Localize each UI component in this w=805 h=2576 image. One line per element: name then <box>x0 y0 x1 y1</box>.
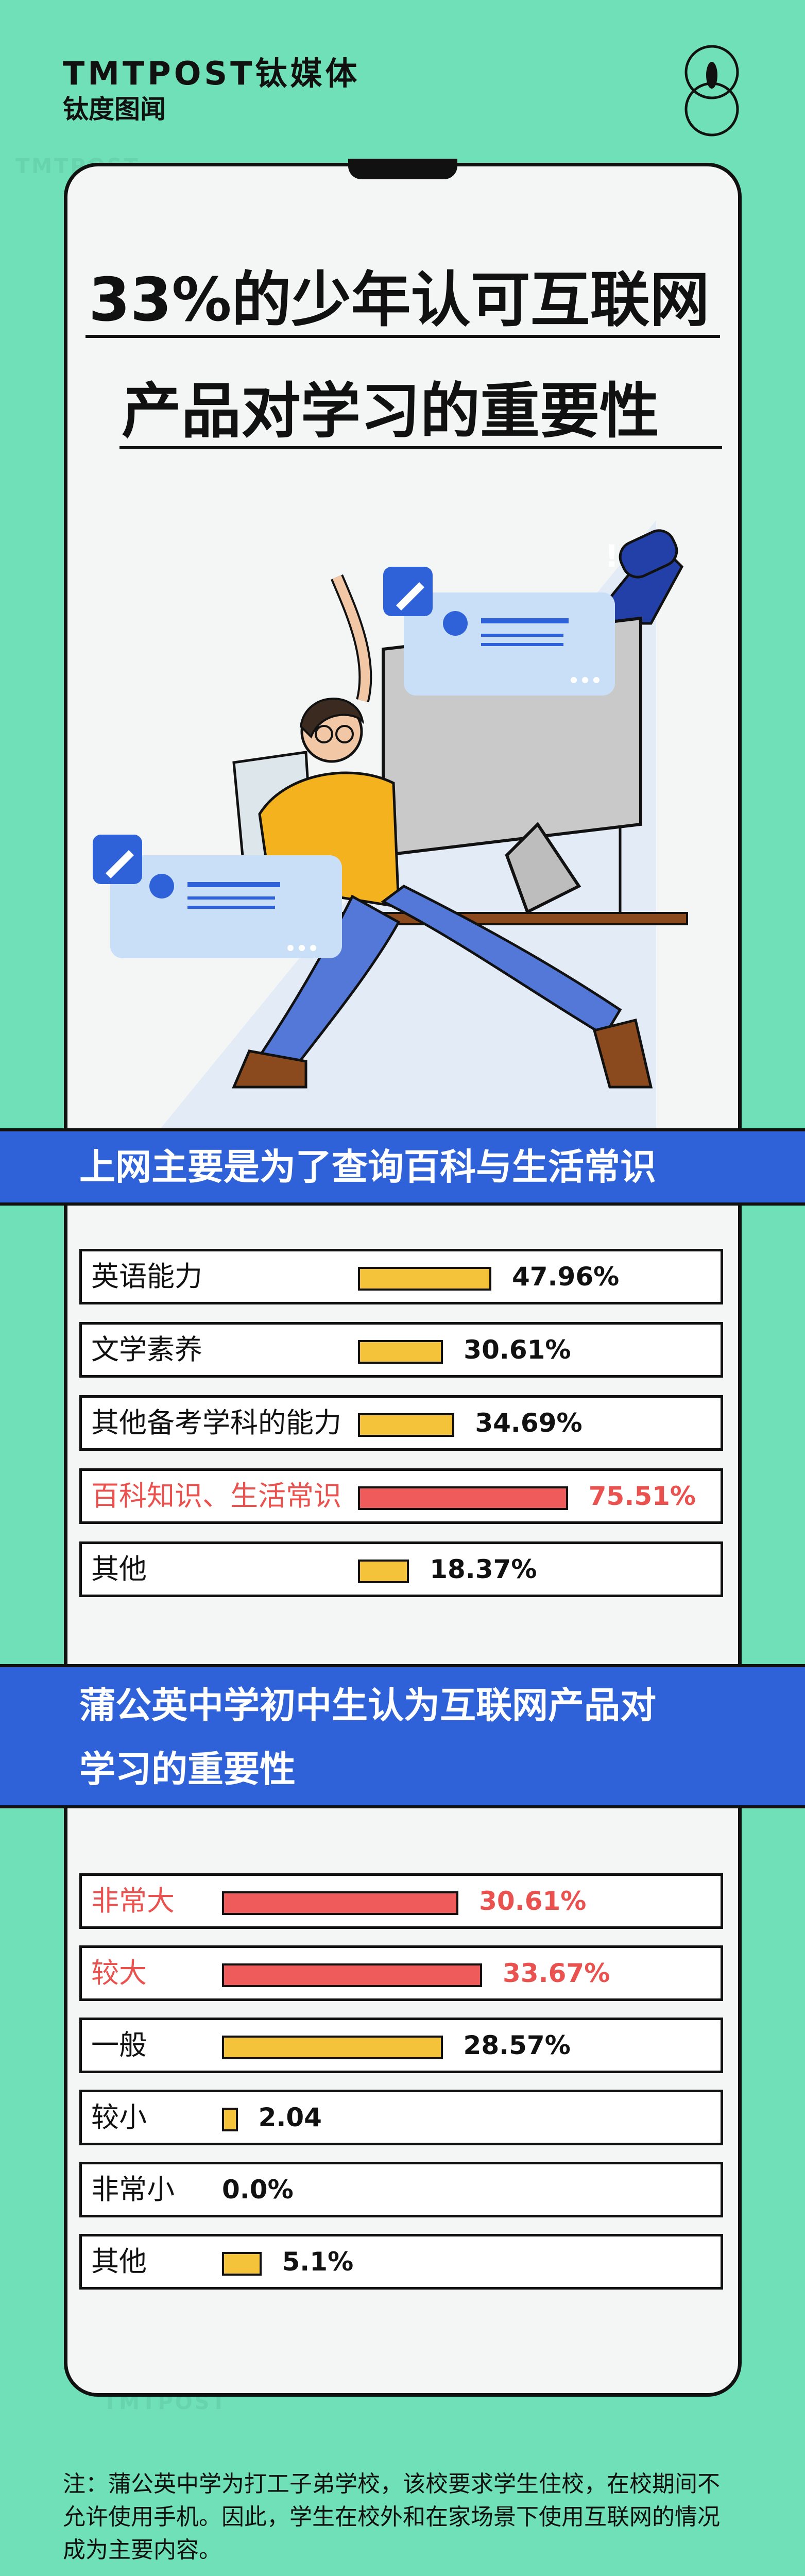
value-label: 75.51% <box>588 1481 696 1511</box>
bar <box>358 1413 455 1437</box>
chat-card-icon <box>383 567 615 696</box>
footnote: 注：蒲公英中学为打工子弟学校，该校要求学生住校，在校期间不 允许使用手机。因此，… <box>63 2468 743 2567</box>
value-label: 5.1% <box>282 2247 354 2277</box>
section1-heading: 上网主要是为了查询百科与生活常识 <box>0 1128 805 1206</box>
category-label: 英语能力 <box>91 1260 202 1293</box>
chart-row: 较大 33.67% <box>79 1945 723 2001</box>
chart-row: 非常大 30.61% <box>79 1873 723 1929</box>
svg-text:!: ! <box>605 538 619 574</box>
chart-row: 英语能力 47.96% <box>79 1249 723 1304</box>
title-underline <box>85 335 720 338</box>
category-label: 百科知识、生活常识 <box>91 1480 341 1512</box>
bar <box>222 1891 459 1915</box>
chart-row: 其他 5.1% <box>79 2234 723 2290</box>
bar <box>222 2108 238 2131</box>
category-label: 其他 <box>91 1553 147 1585</box>
title-underline <box>119 446 722 449</box>
chart-row: 其他备考学科的能力 34.69% <box>79 1395 723 1451</box>
bar <box>222 2036 443 2059</box>
chat-card-icon <box>93 835 342 958</box>
category-label: 较小 <box>91 2101 147 2133</box>
category-label: 其他备考学科的能力 <box>91 1406 341 1439</box>
section2-heading-line1: 蒲公英中学初中生认为互联网产品对 <box>79 1684 656 1726</box>
chart-row: 非常小 0.0% <box>79 2162 723 2217</box>
brand-logo-icon <box>684 45 739 137</box>
value-label: 30.61% <box>464 1335 571 1365</box>
brand-title: TMTPOST钛媒体 <box>63 55 361 92</box>
value-label: 34.69% <box>475 1408 583 1438</box>
value-label: 47.96% <box>511 1262 620 1292</box>
chart-row: 一般 28.57% <box>79 2018 723 2073</box>
page-title-line1: 33%的少年认可互联网 <box>89 265 710 335</box>
value-label: 0.0% <box>222 2175 294 2205</box>
value-label: 28.57% <box>463 2030 571 2060</box>
footnote-line3: 成为主要内容。 <box>63 2537 221 2563</box>
footnote-line2: 允许使用手机。因此，学生在校外和在家场景下使用互联网的情况 <box>63 2504 720 2530</box>
category-label: 非常小 <box>91 2173 175 2206</box>
chart-row: 较小 2.04 <box>79 2090 723 2145</box>
phone-notch <box>348 159 457 179</box>
category-label: 文学素养 <box>91 1333 202 1366</box>
bar <box>358 1267 491 1291</box>
bar <box>358 1560 409 1583</box>
value-label: 18.37% <box>430 1554 537 1584</box>
category-label: 较大 <box>91 1957 147 1989</box>
section2-heading-line2: 学习的重要性 <box>79 1748 296 1790</box>
value-label: 2.04 <box>258 2103 322 2132</box>
chart-row: 百科知识、生活常识 75.51% <box>79 1468 723 1524</box>
category-label: 其他 <box>91 2245 147 2278</box>
value-label: 33.67% <box>503 1958 610 1988</box>
value-label: 30.61% <box>479 1886 587 1916</box>
bar <box>358 1486 568 1510</box>
bar <box>222 1963 483 1987</box>
category-label: 一般 <box>91 2029 147 2061</box>
brand-subtitle: 钛度图闻 <box>63 94 166 124</box>
chart-row: 其他 18.37% <box>79 1541 723 1597</box>
bar <box>222 2252 262 2276</box>
page-title-line2: 产品对学习的重要性 <box>122 377 659 446</box>
illustration: ! <box>93 520 688 1133</box>
section2-heading: 蒲公英中学初中生认为互联网产品对 学习的重要性 <box>0 1664 805 1808</box>
bar <box>358 1340 443 1364</box>
footnote-line1: 注：蒲公英中学为打工子弟学校，该校要求学生住校，在校期间不 <box>63 2471 720 2497</box>
chart-row: 文学素养 30.61% <box>79 1322 723 1378</box>
category-label: 非常大 <box>91 1885 175 1917</box>
